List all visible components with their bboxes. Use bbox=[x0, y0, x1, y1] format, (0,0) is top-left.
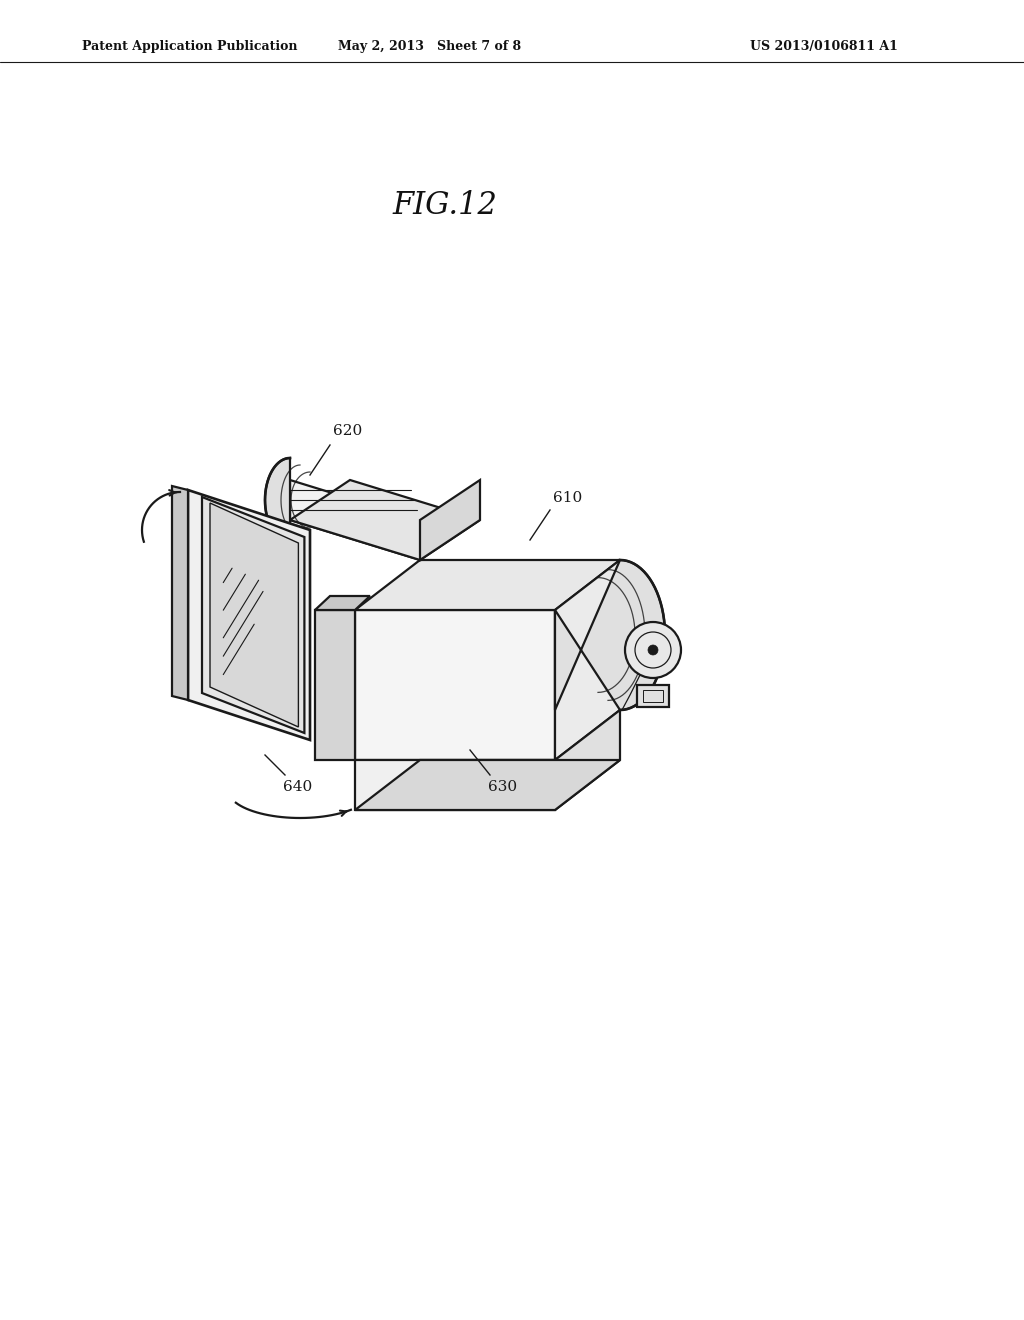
Text: 620: 620 bbox=[333, 424, 362, 438]
Polygon shape bbox=[420, 480, 480, 560]
Polygon shape bbox=[188, 490, 310, 741]
Polygon shape bbox=[172, 486, 188, 700]
Polygon shape bbox=[265, 458, 290, 543]
Polygon shape bbox=[355, 610, 555, 760]
Polygon shape bbox=[555, 710, 620, 810]
Polygon shape bbox=[355, 760, 555, 810]
Circle shape bbox=[625, 622, 681, 678]
Polygon shape bbox=[290, 480, 480, 560]
Polygon shape bbox=[315, 610, 355, 760]
Text: 610: 610 bbox=[553, 491, 583, 506]
Text: Patent Application Publication: Patent Application Publication bbox=[82, 40, 298, 53]
Circle shape bbox=[648, 645, 658, 655]
Polygon shape bbox=[210, 503, 298, 727]
Bar bbox=[637, 685, 669, 708]
Polygon shape bbox=[555, 560, 620, 760]
Text: US 2013/0106811 A1: US 2013/0106811 A1 bbox=[750, 40, 898, 53]
Text: 640: 640 bbox=[283, 780, 312, 795]
Polygon shape bbox=[355, 560, 620, 610]
Polygon shape bbox=[555, 560, 665, 710]
Text: 630: 630 bbox=[488, 780, 517, 795]
Text: May 2, 2013   Sheet 7 of 8: May 2, 2013 Sheet 7 of 8 bbox=[339, 40, 521, 53]
Text: FIG.12: FIG.12 bbox=[392, 190, 498, 220]
Polygon shape bbox=[315, 597, 370, 610]
Bar bbox=[643, 690, 663, 702]
Polygon shape bbox=[355, 760, 620, 810]
Polygon shape bbox=[202, 498, 304, 733]
Polygon shape bbox=[290, 480, 420, 560]
